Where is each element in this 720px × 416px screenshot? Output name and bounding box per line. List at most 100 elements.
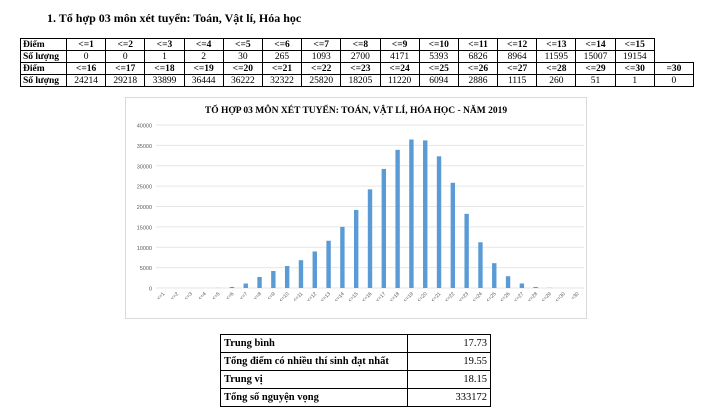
count-cell: 1093 [301,50,342,63]
count-cell: 15007 [575,50,616,63]
row-header: Số lượng [20,50,67,63]
count-cell: 2 [183,50,224,63]
score-cell: <=29 [575,62,616,75]
y-tick-label: 15000 [137,225,152,231]
x-tick-label: <=24 [472,291,484,303]
x-tick-label: <=29 [541,291,553,303]
y-tick-label: 35000 [137,144,152,150]
x-tick-label: <=16 [361,291,373,303]
count-cell: 19154 [614,50,655,63]
x-tick-label: <=6 [225,291,235,301]
score-cell: <=25 [418,62,459,75]
x-tick-label: <=18 [389,291,401,303]
x-tick-label: <=8 [253,291,263,301]
x-tick-label: <=4 [197,291,207,301]
bar [478,242,483,288]
bar [271,271,276,288]
bar [229,286,235,288]
count-cell: 6826 [457,50,499,63]
count-cell: 11595 [536,50,577,63]
score-cell: <=5 [222,38,263,51]
count-cell: 36444 [183,74,224,87]
score-cell: <=20 [222,62,263,75]
statistics-table: Trung bình 17.73 Tổng điểm có nhiều thí si… [220,334,491,407]
x-tick-label: <=27 [513,291,525,303]
score-cell: <=21 [261,62,303,75]
count-cell: 36222 [222,74,263,87]
bar [533,286,538,288]
count-cell: 25820 [301,74,342,87]
score-row: Điểm <=1 <=2 <=3 <=4 <=5 <=6 <=7 <=8 <=9 <=10 <=11 <… [20,38,694,51]
count-cell: 1115 [497,74,538,87]
count-cell: 4171 [379,50,420,63]
y-tick-label: 10000 [137,246,152,252]
empty-cell [653,50,694,63]
score-cell: <=28 [536,62,577,75]
count-cell: 30 [222,50,263,63]
score-cell: <=11 [457,38,499,51]
y-tick-label: 5000 [140,266,152,272]
stat-value: 333172 [407,388,491,407]
stat-row: Trung bình 17.73 [220,334,491,353]
score-cell: <=26 [457,62,499,75]
y-tick-label: 20000 [137,205,152,211]
x-tick-label: <=3 [184,291,194,301]
bar [353,209,359,288]
x-tick-label: <=30 [554,291,566,303]
bar [312,251,317,288]
score-chart: TỔ HỢP 03 MÔN XÉT TUYỂN: TOÁN, VẬT LÍ, H… [125,97,587,319]
row-header: Điểm [20,62,67,75]
score-cell: <=10 [418,38,459,51]
count-cell: 260 [536,74,577,87]
count-row: Số lượng 24214 29218 33899 36444 36222 32322 25… [20,74,695,87]
bar [367,189,373,288]
score-cell: <=9 [379,38,420,51]
bar [505,276,511,288]
score-cell: <=23 [340,62,381,75]
count-cell: 32322 [261,74,303,87]
bar [492,263,497,288]
x-tick-label: <=20 [416,291,428,303]
section-heading: 1. Tổ hợp 03 môn xét tuyển: Toán, Vật lí… [47,11,302,25]
bar [409,139,414,288]
bar-chart-svg: TỔ HỢP 03 MÔN XÉT TUYỂN: TOÁN, VẬT LÍ, H… [137,103,584,303]
count-cell: 6094 [418,74,459,87]
score-cell: <=22 [301,62,342,75]
score-cell: <=6 [261,38,303,51]
bar [284,266,290,288]
x-tick-label: <=2 [170,291,180,301]
stat-value: 18.15 [407,370,491,389]
y-tick-label: 40000 [137,124,152,130]
x-tick-label: <=14 [333,291,345,303]
stat-label: Tổng số nguyện vọng [220,388,408,407]
score-cell: <=2 [105,38,146,51]
bar [464,213,469,288]
count-cell: 0 [653,74,695,87]
score-cell: <=27 [497,62,538,75]
row-header: Số lượng [20,74,67,87]
stat-value: 17.73 [407,334,491,353]
count-cell: 33899 [144,74,185,87]
count-cell: 18205 [340,74,381,87]
x-tick-label: <=9 [266,291,276,301]
score-cell: <=4 [183,38,224,51]
score-cell: <=24 [379,62,420,75]
count-cell: 29218 [105,74,146,87]
bar [436,156,442,288]
score-distribution-table: Điểm <=1 <=2 <=3 <=4 <=5 <=6 <=7 <=8 <=9 <=10 <=11 <… [20,38,695,87]
y-tick-label: 25000 [137,185,152,191]
chart-title: TỔ HỢP 03 MÔN XÉT TUYỂN: TOÁN, VẬT LÍ, H… [205,103,507,116]
score-cell: <=7 [301,38,342,51]
x-tick-label: <=21 [430,291,442,303]
count-cell: 11220 [379,74,420,87]
row-header: Điểm [20,38,67,51]
count-cell: 5393 [418,50,459,63]
stat-label: Trung bình [220,334,408,353]
count-cell: 24214 [65,74,107,87]
y-tick-label: 30000 [137,164,152,170]
score-cell: <=15 [614,38,655,51]
x-tick-label: <=23 [458,291,470,303]
stat-value: 19.55 [407,352,491,371]
count-cell: 2886 [457,74,499,87]
score-cell: <=19 [183,62,224,75]
